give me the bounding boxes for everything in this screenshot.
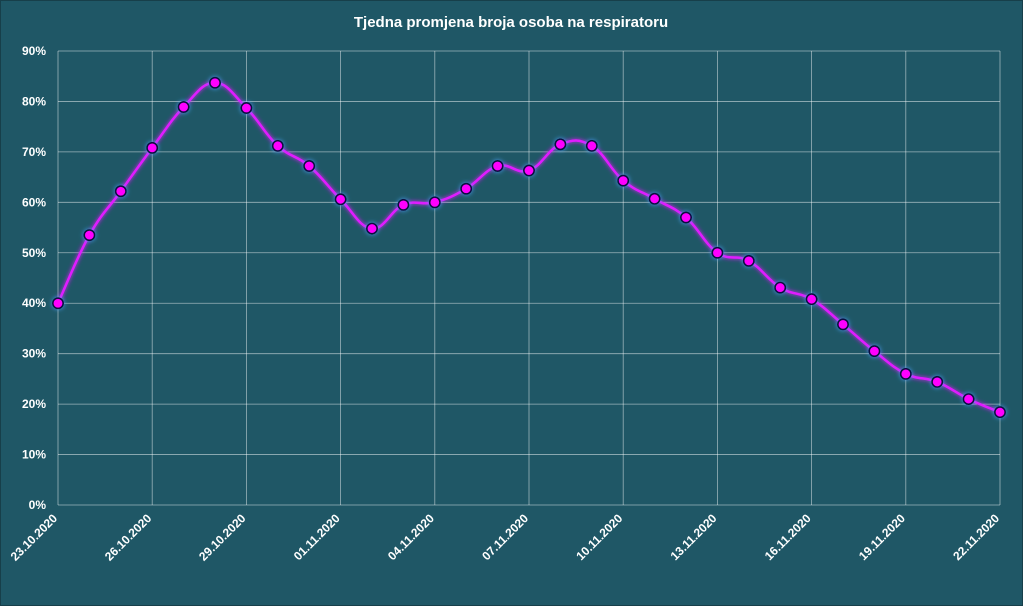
gridlines: [57, 50, 1001, 506]
data-point: [209, 76, 222, 89]
data-point: [774, 281, 787, 294]
y-axis-ticks: 0% 10% 20% 30% 40% 50% 60% 70% 80% 90%: [22, 44, 46, 512]
data-point: [742, 254, 755, 267]
y-tick-label: 0%: [29, 498, 47, 512]
data-point: [177, 100, 190, 113]
y-tick-label: 70%: [22, 145, 46, 159]
y-tick-label: 60%: [22, 195, 46, 209]
data-point: [240, 102, 253, 115]
y-tick-label: 20%: [22, 397, 46, 411]
y-tick-label: 50%: [22, 246, 46, 260]
data-point: [522, 164, 535, 177]
data-point: [993, 406, 1006, 419]
data-point: [931, 375, 944, 388]
data-point: [899, 367, 912, 380]
chart-title: Tjedna promjena broja osoba na respirato…: [354, 14, 668, 31]
y-tick-label: 10%: [22, 448, 46, 462]
data-point: [83, 229, 96, 242]
y-tick-label: 90%: [22, 44, 46, 58]
data-point: [679, 211, 692, 224]
data-point: [271, 139, 284, 152]
series-layer: [51, 76, 1006, 419]
y-tick-label: 40%: [22, 296, 46, 310]
data-point: [397, 198, 410, 211]
data-point: [554, 138, 567, 151]
data-point: [617, 174, 630, 187]
data-point: [585, 139, 598, 152]
data-point: [51, 297, 64, 310]
data-point: [365, 222, 378, 235]
data-point: [334, 193, 347, 206]
data-point: [868, 345, 881, 358]
data-point: [114, 185, 127, 198]
data-point: [836, 318, 849, 331]
data-point: [805, 293, 818, 306]
data-point: [962, 393, 975, 406]
y-tick-label: 30%: [22, 347, 46, 361]
data-point: [491, 160, 504, 173]
data-point: [428, 196, 441, 209]
data-point: [460, 182, 473, 195]
data-point: [711, 246, 724, 259]
data-point: [648, 192, 661, 205]
data-point: [303, 160, 316, 173]
y-tick-label: 80%: [22, 94, 46, 108]
data-point: [146, 141, 159, 154]
